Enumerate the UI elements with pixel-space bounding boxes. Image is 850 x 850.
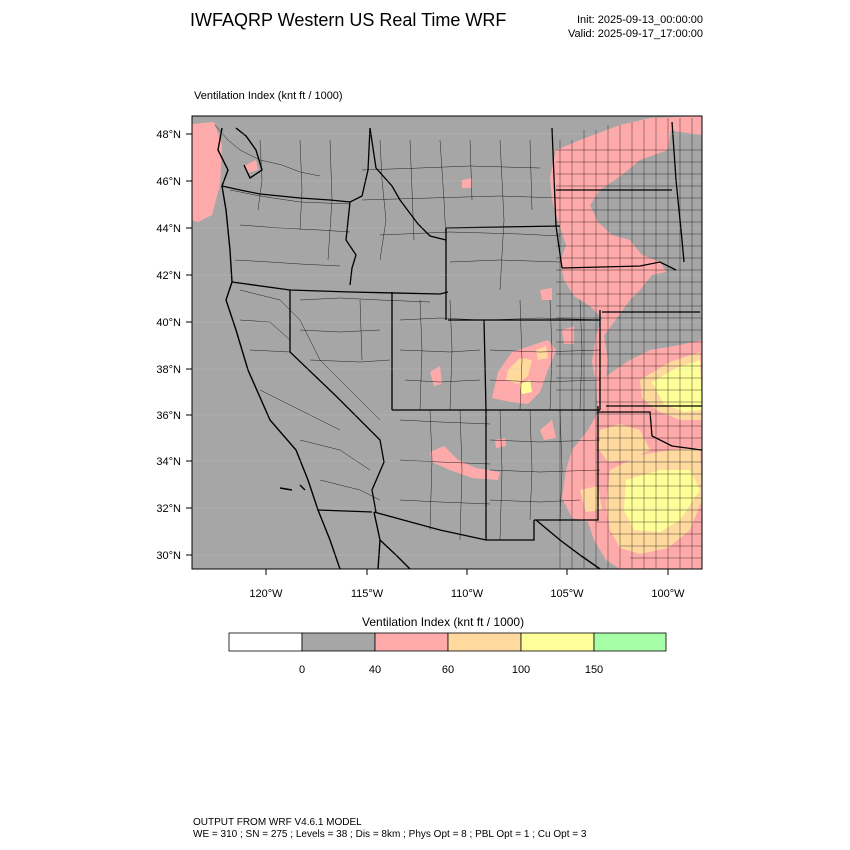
- valid-time: Valid: 2025-09-17_17:00:00: [568, 28, 703, 40]
- lat-label: 32°N: [156, 503, 181, 515]
- footer-model: OUTPUT FROM WRF V4.6.1 MODEL: [193, 817, 362, 828]
- colorbar-tick: 150: [584, 664, 604, 676]
- map-plot-area: [192, 116, 702, 569]
- plains-ventilation-area: [550, 118, 672, 384]
- state-boundaries: [221, 121, 702, 541]
- lat-label: 34°N: [156, 456, 181, 468]
- lon-label: 105°W: [550, 588, 584, 600]
- init-time: Init: 2025-09-13_00:00:00: [577, 14, 703, 26]
- plains-county-grid: [556, 118, 702, 569]
- lat-label: 38°N: [156, 364, 181, 376]
- footer-config: WE = 310 ; SN = 275 ; Levels = 38 ; Dis …: [193, 829, 587, 840]
- lat-label: 48°N: [156, 129, 181, 141]
- lat-labels: 48°N 46°N 44°N 42°N 40°N 38°N 36°N 34°N …: [156, 129, 181, 562]
- lon-ticks: [265, 569, 669, 575]
- lon-label: 120°W: [249, 588, 283, 600]
- colorbar: [228, 632, 667, 652]
- lat-label: 42°N: [156, 270, 181, 282]
- colorbar-tick: 0: [298, 664, 306, 676]
- lat-label: 36°N: [156, 410, 181, 422]
- lat-label: 30°N: [156, 550, 181, 562]
- lon-label: 115°W: [351, 588, 384, 600]
- colorbar-swatch: [520, 632, 595, 652]
- colorbar-swatch: [228, 632, 303, 652]
- lat-label: 44°N: [156, 223, 181, 235]
- pacific-ventilation-area: [192, 122, 222, 222]
- lon-label: 100°W: [651, 588, 685, 600]
- lat-label: 40°N: [156, 317, 181, 329]
- colorbar-title: Ventilation Index (knt ft / 1000): [362, 615, 525, 629]
- southwest-ventilation-area: [430, 446, 500, 480]
- map-title: IWFAQRP Western US Real Time WRF: [190, 10, 507, 30]
- lon-label: 110°W: [451, 588, 484, 600]
- map-subtitle: Ventilation Index (knt ft / 1000): [194, 90, 343, 102]
- map-frame: [191, 115, 703, 570]
- colorbar-tick: 40: [368, 664, 382, 676]
- colorbar-swatch: [301, 632, 376, 652]
- graticule: [192, 133, 702, 556]
- colorbar-tick: 100: [511, 664, 531, 676]
- colorbar-tick: 60: [441, 664, 455, 676]
- lat-ticks: [186, 133, 192, 556]
- lat-label: 46°N: [156, 176, 181, 188]
- colorbar-swatch: [447, 632, 522, 652]
- colorbar-swatch: [593, 632, 667, 652]
- lon-labels: 120°W 115°W 110°W 105°W 100°W: [249, 588, 685, 600]
- colorbar-swatch: [374, 632, 449, 652]
